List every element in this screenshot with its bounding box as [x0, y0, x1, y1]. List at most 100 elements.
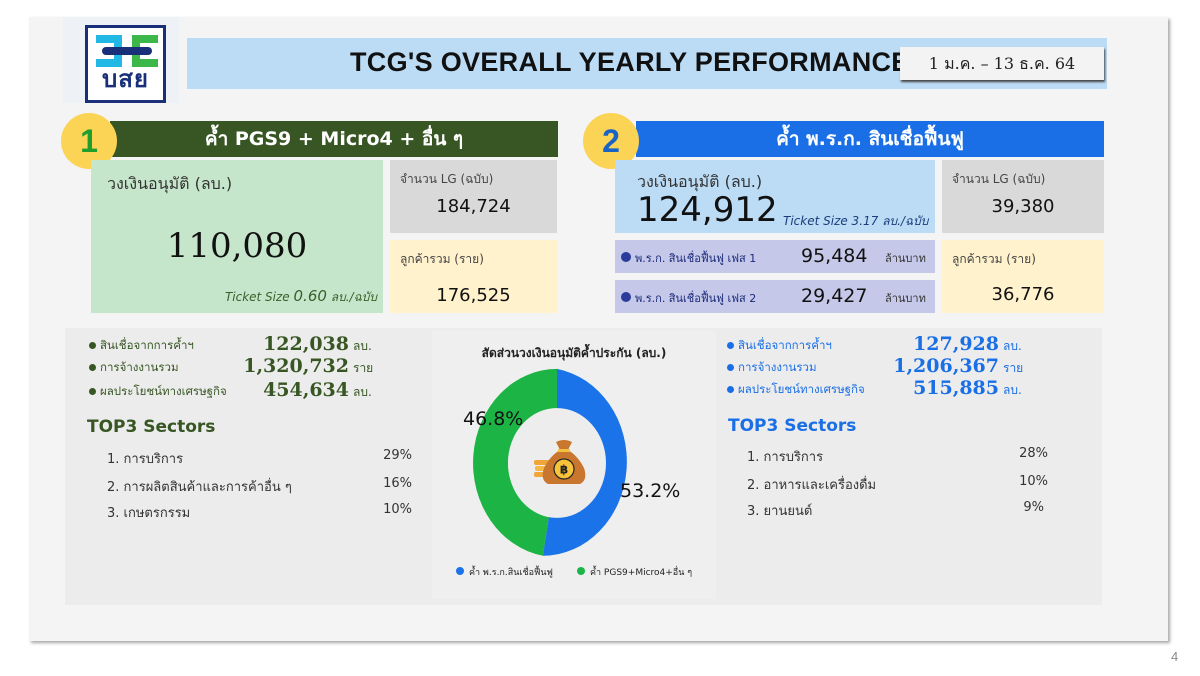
phase-row: พ.ร.ก. สินเชื่อฟื้นฟู เฟส 2 29,427 ล้านบ… [615, 280, 935, 313]
section1-stat-row: ผลประโยชน์ทางเศรษฐกิจ 454,634 ลบ. [89, 379, 389, 402]
stat-unit: ราย [1003, 361, 1024, 375]
stat-label: การจ้างงานรวม [100, 360, 179, 374]
stat-unit: ราย [353, 361, 374, 375]
stat-value: 1,320,732 [243, 355, 349, 377]
legend-label: ค้ำ พ.ร.ก.สินเชื่อฟื้นฟู [469, 568, 553, 578]
slice-pgs9-micro4[interactable] [473, 368, 557, 556]
legend-swatch-blue [456, 567, 464, 575]
phase-label: พ.ร.ก. สินเชื่อฟื้นฟู เฟส 2 [635, 292, 757, 305]
stat-value: 122,038 [263, 333, 349, 355]
chart-title: สัดส่วนวงเงินอนุมัติค้ำประกัน (ลบ.) [481, 346, 667, 360]
legend-label: ค้ำ PGS9+Micro4+อื่น ๆ [590, 568, 693, 578]
section1-customers-card: ลูกค้ารวม (ราย) 176,525 [390, 240, 557, 313]
section2-stat-row: การจ้างงานรวม 1,206,367 ราย [727, 355, 1027, 378]
stat-label: สินเชื่อจากการค้ำฯ [738, 338, 832, 352]
svg-text:฿: ฿ [560, 463, 568, 477]
customers-label: ลูกค้ารวม (ราย) [400, 252, 484, 266]
lg-value: 39,380 [991, 196, 1055, 217]
approved-value: 110,080 [166, 226, 308, 266]
stat-value: 1,206,367 [893, 355, 999, 377]
stat-value: 454,634 [263, 379, 349, 401]
ticket-size-unit: ลบ./ฉบับ [330, 290, 377, 304]
sector-row: 3. ยานยนต์ 9% [747, 500, 1052, 522]
bullet-icon [89, 364, 96, 371]
stat-unit: ลบ. [1003, 339, 1022, 353]
sector-pct: 28% [1019, 446, 1048, 461]
phase-unit: ล้านบาท [885, 292, 926, 305]
phase-row: พ.ร.ก. สินเชื่อฟื้นฟู เฟส 1 95,484 ล้านบ… [615, 240, 935, 273]
sector-name: 1. การบริการ [107, 452, 184, 467]
customers-value: 176,525 [436, 285, 511, 306]
stat-label: สินเชื่อจากการค้ำฯ [100, 338, 194, 352]
section2-stat-row: สินเชื่อจากการค้ำฯ 127,928 ลบ. [727, 333, 1027, 356]
customers-label: ลูกค้ารวม (ราย) [952, 252, 1036, 266]
lg-label: จำนวน LG (ฉบับ) [952, 172, 1046, 186]
phase-unit: ล้านบาท [885, 252, 926, 265]
page-title: TCG'S OVERALL YEARLY PERFORMANCE [350, 47, 910, 77]
bullet-icon [89, 388, 96, 395]
legend-item-pgs9[interactable]: ค้ำ PGS9+Micro4+อื่น ๆ [577, 563, 717, 579]
stat-label: ผลประโยชน์ทางเศรษฐกิจ [738, 382, 865, 396]
page-number: 4 [1171, 649, 1179, 664]
approved-value: 124,912 [637, 190, 778, 230]
sector-pct: 10% [383, 502, 412, 517]
section2-customers-card: ลูกค้ารวม (ราย) 36,776 [942, 240, 1104, 313]
section1-header: ค้ำ PGS9 + Micro4 + อื่น ๆ [110, 121, 558, 157]
section1-badge: 1 [61, 113, 117, 169]
sector-row: 3. เกษตรกรรม 10% [107, 502, 412, 524]
tcg-logo-icon [96, 35, 158, 67]
stat-unit: ลบ. [1003, 383, 1022, 397]
date-range: 1 ม.ค. – 13 ธ.ค. 64 [900, 47, 1104, 80]
stat-unit: ลบ. [353, 339, 372, 353]
section2-header: ค้ำ พ.ร.ก. สินเชื่อฟื้นฟู [636, 121, 1104, 157]
bullet-icon [89, 342, 96, 349]
stat-unit: ลบ. [353, 385, 372, 399]
bullet-icon [621, 292, 631, 302]
lg-value: 184,724 [436, 196, 511, 217]
slice-label-blue: 53.2% [620, 480, 681, 502]
customers-value: 36,776 [991, 284, 1055, 305]
sector-name: 1. การบริการ [747, 450, 824, 465]
sector-name: 2. อาหารและเครื่องดื่ม [747, 478, 877, 493]
sector-name: 3. ยานยนต์ [747, 504, 813, 519]
tcg-logo: บสย [85, 25, 166, 103]
legend-swatch-green [577, 567, 585, 575]
money-bag-icon: ฿ [534, 440, 586, 484]
section2-stat-row: ผลประโยชน์ทางเศรษฐกิจ 515,885 ลบ. [727, 377, 1027, 400]
slice-label-green: 46.8% [463, 408, 524, 430]
section2-badge: 2 [583, 113, 639, 169]
slice-restoration-loans[interactable] [542, 368, 627, 556]
sector-row: 1. การบริการ 29% [107, 448, 412, 470]
ticket-size-value: 0.60 [293, 287, 327, 305]
approved-label: วงเงินอนุมัติ (ลบ.) [107, 174, 233, 193]
stat-label: ผลประโยชน์ทางเศรษฐกิจ [100, 384, 227, 398]
bullet-icon [727, 364, 734, 371]
section2-lg-card: จำนวน LG (ฉบับ) 39,380 [942, 160, 1104, 233]
ticket-size: Ticket Size 3.17 ลบ./ฉบับ [783, 214, 929, 228]
section1-top3-title: TOP3 Sectors [87, 417, 216, 437]
sector-pct: 16% [383, 476, 412, 491]
section2-top3-title: TOP3 Sectors [728, 416, 857, 436]
phase-value: 95,484 [801, 245, 868, 267]
stat-value: 127,928 [913, 333, 999, 355]
bullet-icon [727, 386, 734, 393]
legend-item-restoration[interactable]: ค้ำ พ.ร.ก.สินเชื่อฟื้นฟู [456, 563, 586, 579]
donut-chart: ฿ [473, 368, 627, 556]
ticket-size-prefix: Ticket Size [224, 290, 290, 304]
sector-name: 2. การผลิตสินค้าและการค้าอื่น ๆ [107, 480, 292, 495]
section2-approved-card: วงเงินอนุมัติ (ลบ.) 124,912 Ticket Size … [615, 160, 935, 233]
logo-text: บสย [102, 65, 149, 93]
section1-approved-card: วงเงินอนุมัติ (ลบ.) 110,080 Ticket Size … [91, 160, 383, 313]
stat-value: 515,885 [913, 377, 999, 399]
ticket-size: Ticket Size 0.60 ลบ./ฉบับ [225, 287, 377, 307]
approved-label: วงเงินอนุมัติ (ลบ.) [637, 172, 763, 191]
phase-value: 29,427 [801, 285, 868, 307]
sector-row: 2. อาหารและเครื่องดื่ม 10% [747, 474, 1052, 496]
lg-label: จำนวน LG (ฉบับ) [400, 172, 494, 186]
stat-label: การจ้างงานรวม [738, 360, 817, 374]
bullet-icon [621, 252, 631, 262]
sector-row: 1. การบริการ 28% [747, 446, 1052, 468]
sector-row: 2. การผลิตสินค้าและการค้าอื่น ๆ 16% [107, 476, 412, 498]
sector-pct: 10% [1019, 474, 1048, 489]
sector-pct: 9% [1023, 500, 1044, 515]
